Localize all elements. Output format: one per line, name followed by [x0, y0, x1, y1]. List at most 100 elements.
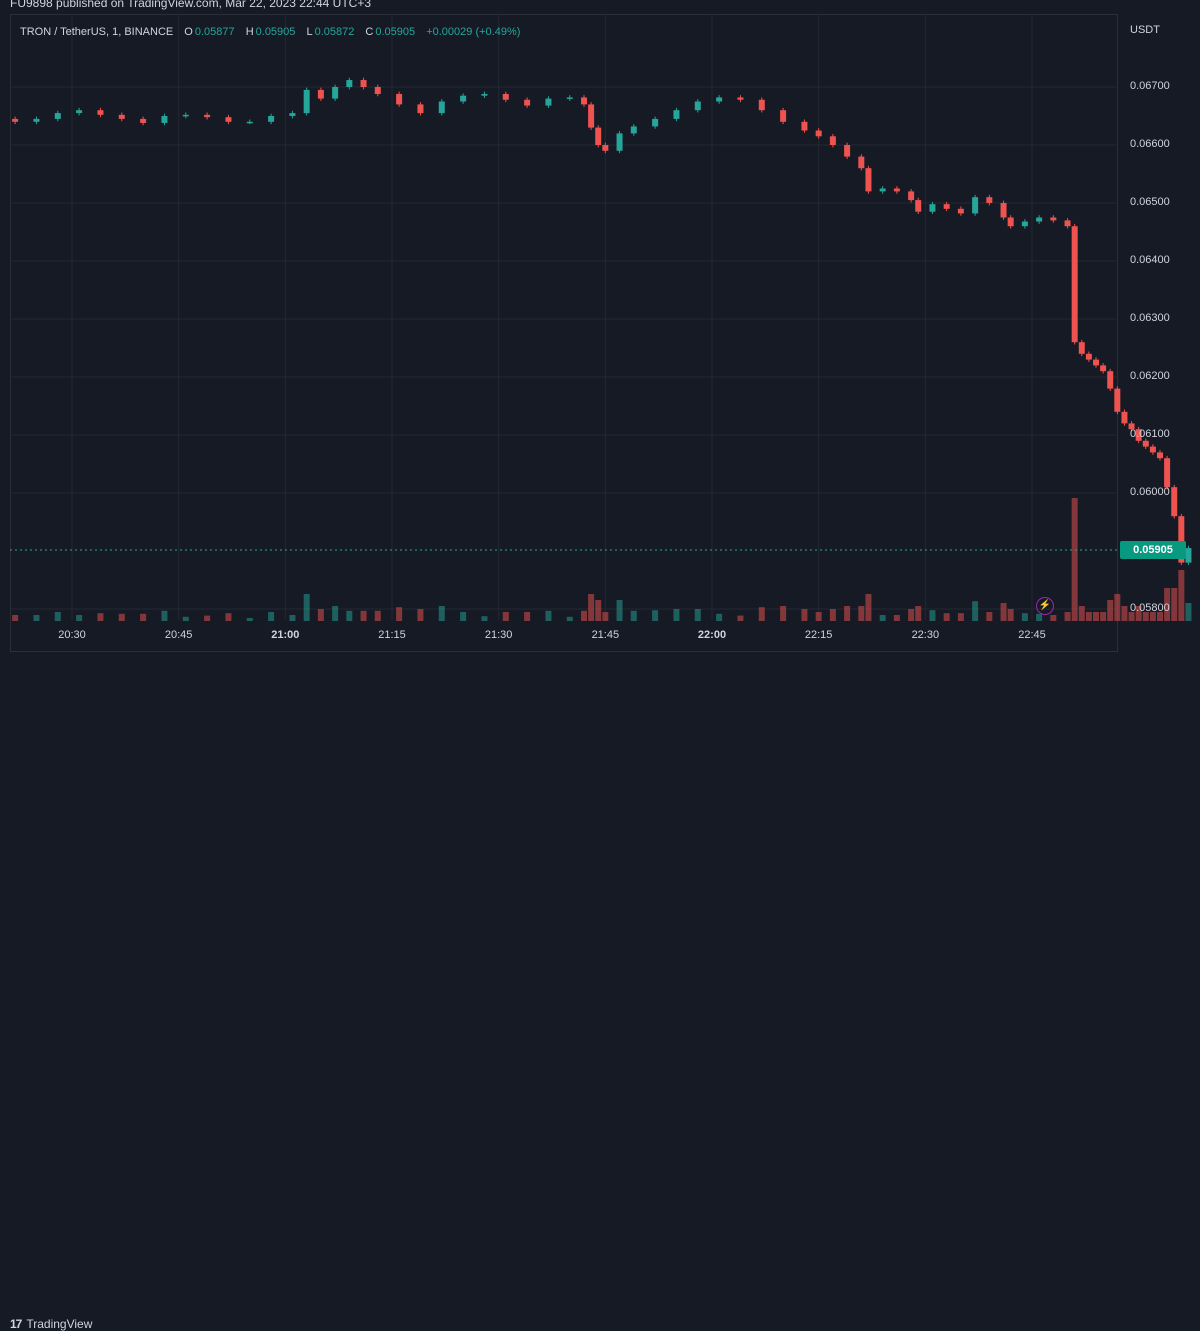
candle-body	[140, 118, 147, 123]
candle-body	[161, 116, 168, 123]
y-tick-label: 0.06600	[1130, 138, 1170, 150]
volume-bar	[673, 609, 680, 621]
candle-body	[1021, 221, 1028, 227]
candle-body	[673, 110, 680, 119]
candle-body	[694, 101, 701, 111]
brand-name: TradingView	[26, 1317, 93, 1331]
volume-bar	[986, 612, 993, 621]
lightning-icon[interactable]: ⚡	[1036, 597, 1054, 615]
volume-bar	[858, 606, 865, 621]
legend-close-label: C	[365, 26, 374, 38]
volume-bar	[225, 613, 232, 621]
volume-bar	[844, 606, 851, 621]
footer-bar: 17 TradingView	[0, 657, 1200, 1331]
volume-bar	[588, 594, 595, 621]
candle-body	[417, 104, 424, 114]
x-tick-label: 22:15	[804, 629, 833, 641]
candle-body	[460, 95, 467, 102]
volume-bar	[1093, 612, 1099, 621]
volume-bar	[1107, 600, 1114, 621]
candle-body	[97, 110, 104, 115]
y-tick-label: 0.06300	[1130, 312, 1170, 324]
volume-bar	[815, 612, 822, 621]
volume-bar	[417, 609, 424, 621]
candle-body	[616, 133, 623, 151]
volume-bar	[76, 615, 83, 621]
candle-body	[943, 204, 950, 209]
volume-bar	[268, 612, 275, 621]
volume-bar	[1000, 603, 1007, 621]
legend-symbol: TRON / TetherUS, 1, BINANCE	[20, 26, 174, 38]
volume-bar	[1121, 606, 1128, 621]
candle-body	[374, 87, 381, 94]
y-tick-label: 0.06100	[1130, 428, 1170, 440]
candlestick-chart[interactable]	[0, 0, 1200, 675]
volume-bar	[346, 610, 353, 621]
volume-bar	[566, 616, 573, 621]
candle-body	[246, 121, 253, 124]
candle-body	[268, 116, 275, 122]
candle-body	[1093, 359, 1099, 366]
volume-bar	[929, 610, 936, 621]
volume-bar	[1085, 612, 1092, 621]
x-tick-label: 21:15	[378, 629, 406, 641]
volume-bar	[1036, 613, 1043, 621]
x-tick-label: 21:45	[591, 629, 620, 641]
candle-body	[76, 110, 83, 114]
volume-bar	[204, 615, 211, 621]
volume-bar	[182, 616, 189, 621]
candle-body	[1178, 516, 1185, 563]
top-bar: FU9898 published on TradingView.com, Mar…	[0, 0, 1200, 14]
legend-open-label: O	[184, 26, 193, 38]
volume-bar	[694, 609, 701, 621]
volume-bar	[502, 612, 509, 621]
candle-body	[865, 168, 872, 192]
x-tick-label: 22:00	[697, 629, 727, 641]
candle-body	[524, 99, 531, 106]
volume-bar	[289, 615, 296, 621]
candle-body	[360, 80, 367, 87]
candle-body	[1142, 440, 1149, 447]
candle-body	[1128, 423, 1135, 430]
candle-body	[396, 93, 403, 105]
x-tick-label: 20:30	[58, 629, 86, 641]
candle-body	[972, 197, 979, 214]
candle-body	[1100, 365, 1107, 372]
volume-bar	[879, 615, 886, 621]
volume-bar	[118, 613, 125, 621]
volume-bar	[801, 609, 808, 621]
volume-bar	[943, 613, 950, 621]
x-tick-label: 22:45	[1018, 629, 1046, 641]
volume-bar	[865, 594, 872, 621]
volume-bar	[1171, 588, 1178, 621]
volume-bar	[630, 610, 637, 621]
candle-body	[1007, 217, 1014, 227]
volume-bar	[957, 613, 964, 621]
volume-bar	[1128, 612, 1135, 621]
legend-high-label: H	[245, 26, 254, 38]
volume-bar	[1071, 498, 1078, 621]
volume-bar	[1164, 588, 1171, 621]
candle-body	[1071, 226, 1078, 343]
y-tick-label: 0.06400	[1130, 254, 1170, 266]
chart-pane[interactable]	[10, 14, 1118, 652]
y-tick-label: 0.06700	[1130, 80, 1170, 92]
candle-body	[801, 121, 808, 131]
x-tick-label: 20:45	[164, 629, 193, 641]
tradingview-brand[interactable]: 17 TradingView	[10, 1317, 92, 1331]
volume-bar	[1157, 612, 1163, 621]
volume-bar	[317, 609, 324, 621]
chart-legend: TRON / TetherUS, 1, BINANCE O 0.05877 H 0.…	[20, 26, 522, 38]
volume-bar	[915, 606, 922, 621]
volume-bar	[524, 612, 531, 621]
volume-bar	[97, 613, 104, 621]
volume-bar	[1078, 606, 1085, 621]
volume-bar	[1050, 615, 1057, 621]
candle-body	[1036, 217, 1043, 222]
candle-body	[1171, 487, 1178, 517]
candle-body	[332, 87, 339, 99]
legend-low-label: L	[306, 26, 313, 38]
volume-bar	[716, 613, 723, 621]
volume-bar	[758, 607, 765, 621]
candle-body	[481, 93, 488, 96]
